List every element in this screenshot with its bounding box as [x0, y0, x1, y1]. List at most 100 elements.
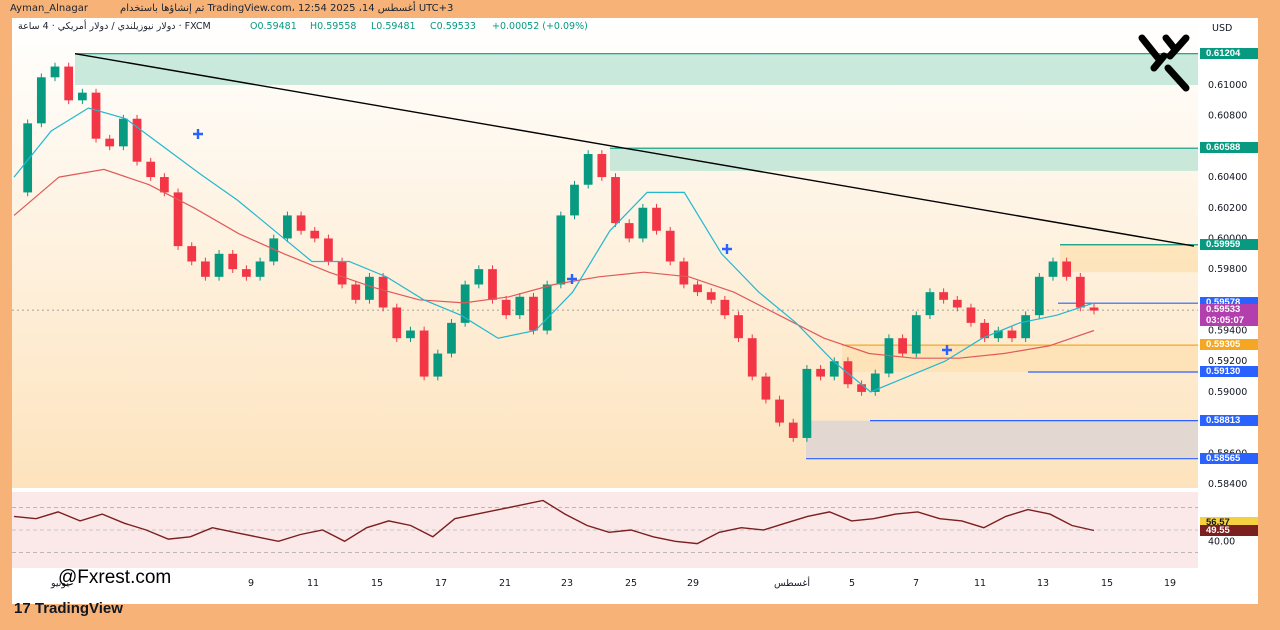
candle	[816, 368, 825, 377]
price-label: 0.59578	[1200, 297, 1258, 309]
zone-supply-mid	[610, 148, 1198, 171]
price-label: 0.59305	[1200, 339, 1258, 351]
cross-marker-2	[722, 244, 732, 254]
candle	[679, 261, 689, 285]
legend-open: O0.59481	[250, 21, 297, 32]
candle	[829, 361, 839, 377]
x-tick-label: 15	[371, 578, 383, 589]
candle	[501, 299, 511, 316]
x-tick-label: 7	[913, 578, 919, 589]
y-tick-label: 0.59400	[1208, 326, 1247, 337]
x-tick-label: 21	[499, 578, 511, 589]
publish-info: تم إنشاؤها باستخدام TradingView.com، 12:…	[120, 3, 454, 14]
x-tick-label: 23	[561, 578, 573, 589]
candle	[296, 215, 306, 231]
candle	[132, 118, 142, 162]
x-tick-label: 11	[974, 578, 986, 589]
candle	[173, 192, 183, 247]
y-tick-label: 0.60200	[1208, 203, 1247, 214]
candle	[870, 373, 880, 392]
candle	[706, 292, 716, 300]
candle	[570, 184, 579, 216]
chart-footer	[0, 604, 1280, 630]
x-tick-label: أغسطس	[774, 576, 810, 589]
x-tick-label: يونيو	[50, 578, 69, 589]
currency-label: USD	[1212, 23, 1232, 34]
legend-high: H0.59558	[310, 21, 356, 32]
candle	[324, 238, 333, 262]
y-tick-label: 0.59800	[1208, 264, 1247, 275]
candle	[228, 253, 238, 270]
candle	[64, 66, 74, 101]
author-name: Ayman_Alnagar	[10, 3, 88, 14]
candle	[542, 284, 552, 331]
watermark: @Fxrest.com	[58, 567, 172, 588]
y-tick-label: 0.61000	[1208, 80, 1247, 91]
candle	[433, 353, 443, 377]
legend-close: C0.59533	[430, 21, 476, 32]
candle	[474, 269, 484, 285]
candle	[1021, 315, 1031, 339]
candle	[419, 330, 429, 377]
rsi-line	[13, 499, 1095, 545]
candle	[160, 177, 169, 193]
candle	[460, 284, 470, 323]
candle	[105, 138, 115, 147]
legend-symbol: دولار نيوزيلندي / دولار أمريكي · 4 ساعة …	[18, 19, 211, 32]
x-tick-label: 15	[1101, 578, 1113, 589]
candle	[1007, 330, 1017, 339]
candle	[734, 315, 743, 339]
price-label: 0.61204	[1200, 47, 1258, 59]
candle	[597, 154, 607, 178]
candle	[747, 338, 757, 377]
candle	[775, 399, 784, 423]
cross-marker-0	[193, 129, 203, 139]
tradingview-logo: 17 TradingView	[14, 600, 123, 617]
candle	[187, 246, 197, 262]
brand-label: TradingView	[34, 600, 123, 617]
trendline	[74, 52, 1195, 247]
candle	[283, 215, 292, 239]
candle	[392, 307, 402, 339]
candle	[925, 292, 935, 316]
candle	[611, 177, 620, 224]
price-label: 0.58565	[1200, 452, 1258, 464]
x-tick-label: 17	[435, 578, 447, 589]
candle	[242, 269, 251, 277]
candle	[952, 299, 962, 308]
candle	[77, 92, 87, 101]
y-tick-label: 0.59000	[1208, 387, 1247, 398]
candle	[1089, 307, 1099, 311]
candle	[911, 315, 921, 354]
countdown-label: 03:05:07	[1200, 315, 1258, 327]
chart-header: Ayman_Alnagar تم إنشاؤها باستخدام Tradin…	[0, 0, 1280, 18]
price-label: 0.59130	[1200, 365, 1258, 377]
candle	[802, 368, 812, 438]
candle	[378, 276, 388, 308]
candle	[50, 66, 60, 78]
rsi-level-label: 40.00	[1208, 536, 1235, 547]
candle	[529, 296, 538, 331]
candle	[1075, 276, 1085, 308]
y-tick-label: 0.60800	[1208, 111, 1247, 122]
candle	[652, 207, 661, 231]
price-label: 0.58813	[1200, 414, 1258, 426]
candle	[269, 238, 279, 262]
y-tick-label: 0.59200	[1208, 356, 1247, 367]
candle	[91, 92, 101, 139]
y-tick-label: 0.60400	[1208, 172, 1247, 183]
legend-change: +0.00052 (+0.09%)	[492, 21, 588, 32]
candle	[201, 261, 210, 277]
candle	[761, 376, 771, 400]
x-tick-label: 5	[849, 578, 855, 589]
candle	[693, 284, 702, 293]
candle	[993, 330, 1003, 339]
candle	[365, 276, 374, 300]
rsi-ma-label: 56.57	[1200, 516, 1258, 528]
ema-fast-line	[13, 107, 1095, 393]
candle	[966, 307, 976, 323]
x-logo-icon	[1138, 34, 1190, 92]
candle	[665, 230, 675, 262]
candle	[583, 154, 593, 185]
